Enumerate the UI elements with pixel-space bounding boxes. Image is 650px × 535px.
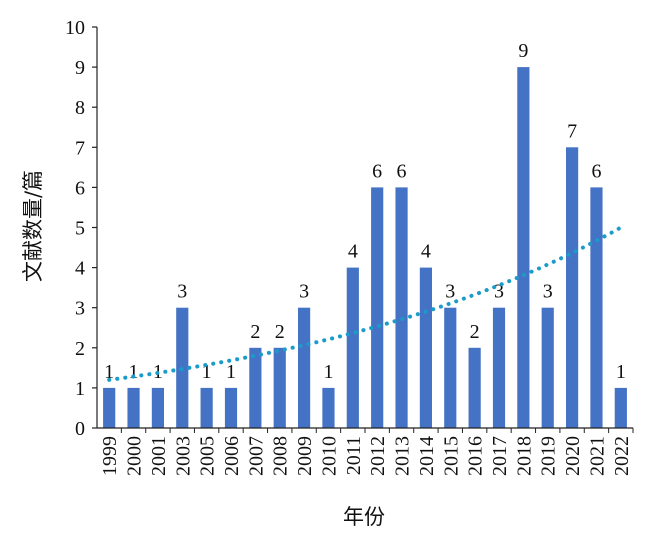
bars [103, 67, 627, 429]
bar-value-label: 6 [591, 160, 601, 182]
bar-value-label: 2 [275, 321, 285, 343]
bar [590, 187, 603, 428]
x-tick-label: 2011 [343, 436, 365, 475]
bar-value-label: 2 [250, 321, 260, 343]
x-tick-label: 2016 [465, 436, 487, 476]
bar-value-label: 1 [226, 361, 236, 383]
bar [566, 147, 579, 429]
bar [224, 387, 238, 428]
bar [517, 67, 530, 428]
x-tick-label: 2019 [538, 436, 560, 476]
y-tick-label: 9 [75, 57, 85, 79]
bar [249, 347, 262, 428]
x-tick-label: 1999 [99, 436, 121, 476]
x-tick-label: 2007 [245, 436, 267, 476]
x-tick-label: 2014 [416, 436, 438, 476]
bar-value-label: 6 [397, 160, 407, 182]
bar-value-label: 1 [202, 361, 212, 383]
bar-value-label: 1 [616, 361, 626, 383]
bar-value-label: 3 [494, 281, 504, 303]
x-tick-label: 2009 [294, 436, 316, 476]
y-tick-label: 6 [75, 177, 85, 199]
x-tick-label: 2010 [318, 436, 340, 476]
x-tick-label: 2022 [611, 436, 633, 476]
x-tick-label: 2005 [197, 436, 219, 476]
bar-value-label: 3 [445, 281, 455, 303]
bar [395, 187, 408, 428]
bar-value-label: 7 [567, 120, 577, 142]
bar-value-label: 9 [518, 40, 528, 62]
x-tick-label: 2006 [221, 436, 243, 476]
x-tick-label: 2020 [562, 436, 584, 476]
bar-value-label: 4 [348, 241, 358, 263]
x-tick-label: 2018 [513, 436, 535, 476]
y-tick-label: 3 [75, 298, 85, 320]
y-tick-label: 4 [75, 258, 85, 280]
bar-value-label: 1 [104, 361, 114, 383]
bar-value-label: 4 [421, 241, 431, 263]
x-tick-label: 2021 [586, 436, 608, 476]
x-axis-title: 年份 [343, 505, 385, 529]
bar [541, 307, 554, 428]
y-axis-ticks: 0 1 2 3 4 5 6 7 8 9 10 [65, 17, 97, 440]
bar-value-label: 6 [372, 160, 382, 182]
x-tick-label: 2000 [124, 436, 146, 476]
x-tick-label: 2015 [440, 436, 462, 476]
y-tick-label: 7 [75, 137, 85, 159]
bar [127, 387, 140, 428]
bar-value-label: 1 [129, 361, 139, 383]
bar-value-label: 3 [543, 281, 553, 303]
x-tick-label: 2001 [148, 436, 170, 476]
bar-value-label: 1 [323, 361, 333, 383]
bar [371, 187, 384, 428]
trendline [107, 225, 623, 382]
y-tick-label: 1 [75, 378, 85, 400]
x-tick-label: 2008 [270, 436, 292, 476]
bar [419, 267, 432, 428]
y-axis-title: 文献数量/篇 [21, 170, 45, 282]
x-tick-label: 2013 [392, 436, 414, 476]
bar [468, 347, 481, 428]
bar [273, 347, 286, 428]
y-tick-label: 10 [65, 17, 85, 39]
y-tick-label: 8 [75, 97, 85, 119]
bar [614, 387, 627, 428]
bar [444, 307, 457, 428]
x-tick-label: 2017 [489, 436, 511, 476]
bar-value-label: 3 [177, 281, 187, 303]
bar [200, 387, 213, 428]
y-tick-label: 5 [75, 218, 85, 240]
bar [103, 387, 116, 428]
bar [151, 387, 164, 428]
bar-value-label: 2 [470, 321, 480, 343]
bar [346, 267, 359, 428]
bar [492, 307, 506, 428]
bar-value-label: 3 [299, 281, 309, 303]
y-tick-label: 2 [75, 338, 85, 360]
bar [322, 387, 335, 428]
x-axis-ticks: 1999 2000 2001 2003 2005 2006 2007 2008 2009 2010… [99, 428, 634, 476]
x-tick-label: 2003 [172, 436, 194, 476]
bar [298, 307, 311, 428]
x-tick-label: 2012 [367, 436, 389, 476]
y-tick-label: 0 [75, 418, 85, 440]
